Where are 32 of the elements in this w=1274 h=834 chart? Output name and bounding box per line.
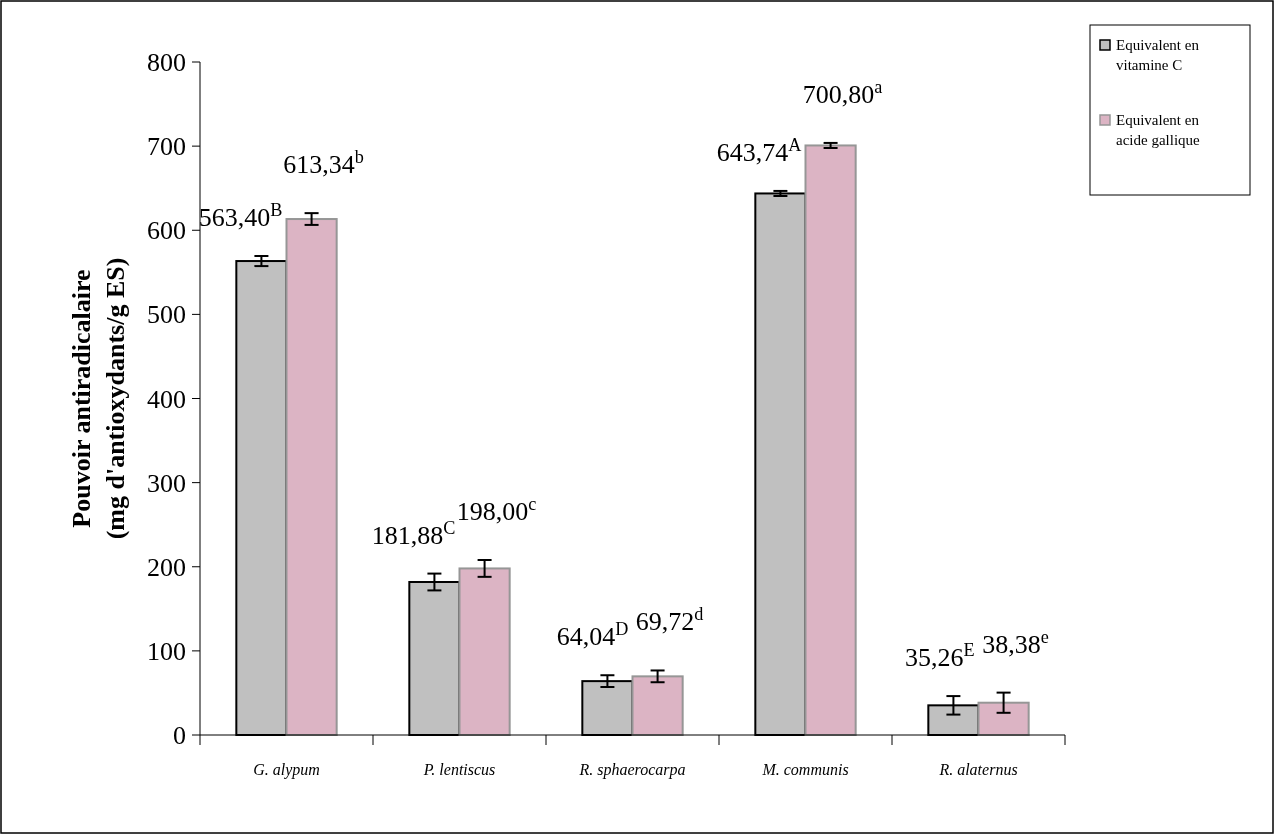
y-tick-label: 400 <box>147 384 186 414</box>
y-tick-label: 600 <box>147 216 186 246</box>
data-label: 69,72$^{d}$ <box>635 604 704 637</box>
legend-label: Equivalent en acide gallique <box>1116 112 1201 149</box>
y-tick-label: 0 <box>173 721 186 751</box>
y-tick-label: 100 <box>147 636 186 666</box>
y-axis-title: Pouvoir antiradicalaire (mg d'antioxydants/g ES) <box>67 257 130 540</box>
data-label: 35,26$^{E}$ <box>904 640 975 673</box>
data-label: 613,34$^{b}$ <box>283 147 364 180</box>
bar <box>977 701 1030 736</box>
x-tick-label: G. alypum <box>253 761 320 779</box>
x-tick-label: R. alaternus <box>938 761 1018 778</box>
data-label: 64,04$^{D}$ <box>556 619 629 652</box>
y-tick-label: 300 <box>147 468 186 498</box>
data-label: 700,80$^{a}$ <box>802 76 883 109</box>
y-tick-label: 200 <box>147 552 186 582</box>
y-tick-label: 800 <box>147 48 186 78</box>
data-label: 643,74$^{A}$ <box>716 134 802 167</box>
x-tick-label: R. sphaerocarpa <box>578 761 686 779</box>
y-tick-label: 500 <box>147 300 186 330</box>
x-tick-label: M. communis <box>761 761 849 778</box>
x-tick-label: P. lentiscus <box>422 761 496 778</box>
legend-label: Equivalent en vitamine C <box>1116 37 1200 74</box>
y-tick-label: 700 <box>147 132 186 162</box>
bar <box>804 144 857 736</box>
data-label: 198,00$^{c}$ <box>456 494 537 527</box>
data-label: 181,88$^{C}$ <box>371 517 456 550</box>
bar <box>285 218 338 736</box>
bar <box>458 567 511 736</box>
data-label: 38,38$^{e}$ <box>982 626 1049 659</box>
data-label: 563,40$^{B}$ <box>198 199 283 232</box>
bar <box>631 675 684 736</box>
